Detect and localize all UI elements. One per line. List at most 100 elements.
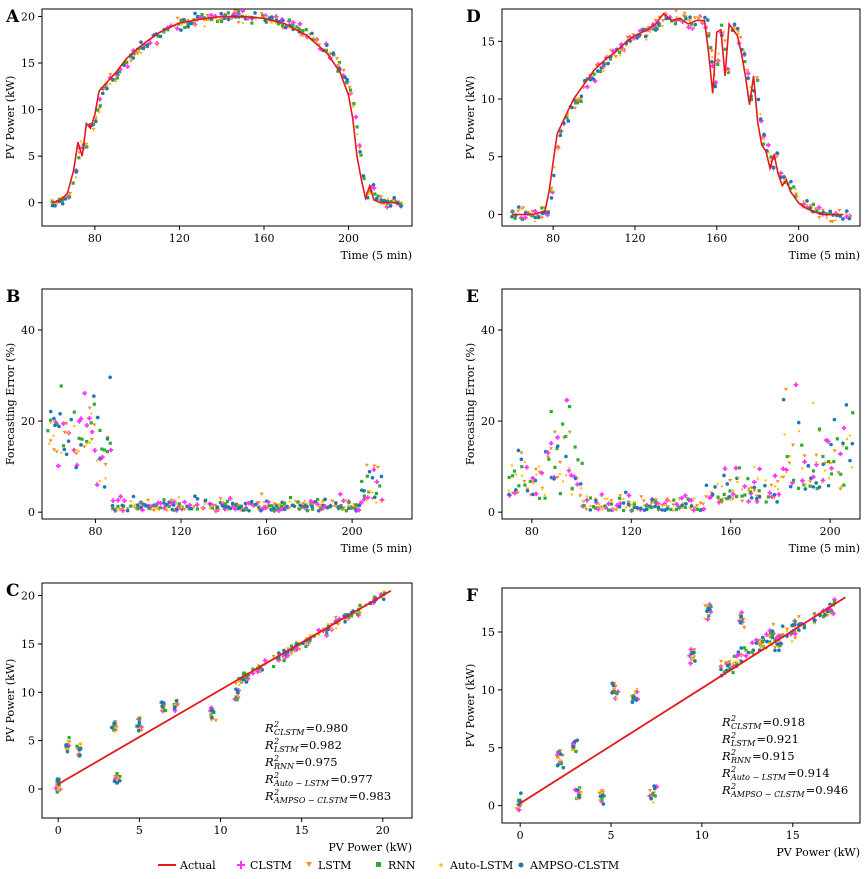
lstm-marker	[754, 494, 759, 498]
rnn-marker	[282, 501, 287, 505]
auto-lstm-marker	[203, 25, 206, 28]
x-tick-label: 160	[720, 525, 741, 538]
y-tick-label: 0	[28, 506, 35, 519]
x-tick-label: 10	[695, 829, 709, 842]
rnn-marker	[352, 505, 356, 509]
ampso-clstm-marker	[575, 788, 580, 792]
rnn-marker	[288, 495, 293, 500]
clstm-marker	[175, 26, 180, 31]
auto-lstm-marker	[136, 49, 140, 53]
ampso-clstm-marker	[234, 687, 238, 691]
ampso-clstm-marker	[573, 739, 577, 744]
ampso-clstm-marker	[122, 63, 126, 68]
rnn-marker	[573, 101, 578, 105]
lstm-marker	[567, 430, 572, 434]
auto-lstm-marker	[633, 689, 637, 693]
ampso-clstm-marker	[135, 503, 140, 507]
ampso-clstm-marker	[174, 698, 179, 703]
auto-lstm-marker	[582, 499, 585, 503]
ampso-clstm-marker	[811, 485, 816, 489]
lstm-marker	[771, 622, 776, 627]
ampso-clstm-marker	[361, 174, 366, 178]
ampso-clstm-marker	[738, 621, 743, 625]
auto-lstm-marker	[619, 53, 622, 57]
r2-value: =0.977	[330, 772, 373, 786]
rnn-marker	[316, 497, 320, 502]
ampso-clstm-marker	[105, 437, 110, 441]
rnn-marker	[621, 508, 626, 513]
ampso-clstm-marker	[570, 105, 574, 110]
rnn-marker	[547, 457, 551, 461]
lstm-marker	[648, 789, 653, 793]
rnn-marker	[55, 790, 59, 794]
auto-lstm-marker	[116, 776, 120, 779]
rnn-marker	[722, 492, 726, 497]
r2-value: =0.980	[305, 721, 348, 735]
auto-lstm-marker	[759, 113, 762, 116]
rnn-marker	[112, 728, 116, 732]
rnn-marker	[359, 153, 363, 157]
lstm-marker	[784, 387, 789, 392]
rnn-marker	[202, 16, 207, 20]
auto-lstm-marker	[729, 498, 732, 502]
plot-area	[50, 9, 404, 210]
rnn-marker	[740, 494, 744, 498]
ampso-clstm-marker	[578, 482, 583, 486]
ampso-clstm-marker	[112, 721, 116, 725]
auto-lstm-marker	[564, 473, 568, 477]
clstm-marker	[82, 390, 87, 396]
lstm-marker	[787, 461, 792, 465]
lstm-marker	[653, 19, 658, 23]
auto-lstm-marker	[737, 476, 740, 479]
clstm-marker	[533, 491, 539, 497]
ampso-clstm-marker	[848, 458, 852, 463]
auto-lstm-marker	[337, 62, 340, 66]
rnn-marker	[740, 617, 744, 622]
auto-lstm-marker	[812, 401, 815, 405]
clstm-marker	[338, 491, 343, 497]
rnn-marker	[576, 458, 580, 462]
rnn-marker	[549, 409, 553, 414]
auto-lstm-marker	[173, 703, 177, 706]
rnn-marker	[162, 498, 166, 502]
auto-lstm-marker	[600, 791, 604, 794]
y-tick-label: 5	[28, 735, 35, 748]
ampso-clstm-marker	[272, 506, 276, 511]
ampso-clstm-marker	[573, 476, 578, 481]
auto-lstm-marker	[612, 508, 615, 511]
ampso-clstm-marker	[343, 620, 347, 624]
rnn-marker	[360, 479, 364, 484]
clstm-marker	[94, 482, 100, 488]
rnn-marker	[352, 102, 356, 106]
auto-lstm-marker	[716, 482, 719, 486]
auto-lstm-marker	[722, 30, 726, 34]
ampso-clstm-marker	[158, 34, 163, 39]
rnn-marker	[223, 14, 228, 18]
r2-value: =0.975	[295, 755, 338, 769]
lstm-marker	[358, 611, 363, 616]
lstm-marker	[631, 33, 636, 37]
lstm-marker	[823, 461, 828, 466]
ampso-clstm-marker	[249, 499, 254, 504]
rnn-marker	[358, 603, 362, 607]
auto-lstm-marker	[553, 166, 556, 169]
ampso-clstm-marker	[691, 651, 696, 655]
clstm-marker	[610, 48, 616, 54]
lstm-marker	[89, 437, 94, 442]
r2-annotation: R	[264, 772, 274, 786]
lstm-marker	[609, 499, 614, 503]
ampso-clstm-marker	[841, 217, 845, 221]
rnn-marker	[324, 49, 328, 53]
rnn-marker	[716, 62, 720, 66]
rnn-marker	[689, 22, 693, 26]
ampso-clstm-marker	[644, 507, 649, 512]
x-axis-label: PV Power (kW)	[776, 846, 860, 859]
ampso-clstm-marker	[236, 690, 240, 695]
auto-lstm-marker	[367, 489, 371, 493]
rnn-marker	[158, 506, 163, 510]
rnn-marker	[61, 444, 66, 448]
ampso-clstm-marker	[188, 21, 193, 26]
y-tick-label: 0	[488, 208, 495, 221]
auto-lstm-marker	[558, 759, 562, 762]
ampso-clstm-marker	[382, 198, 387, 203]
